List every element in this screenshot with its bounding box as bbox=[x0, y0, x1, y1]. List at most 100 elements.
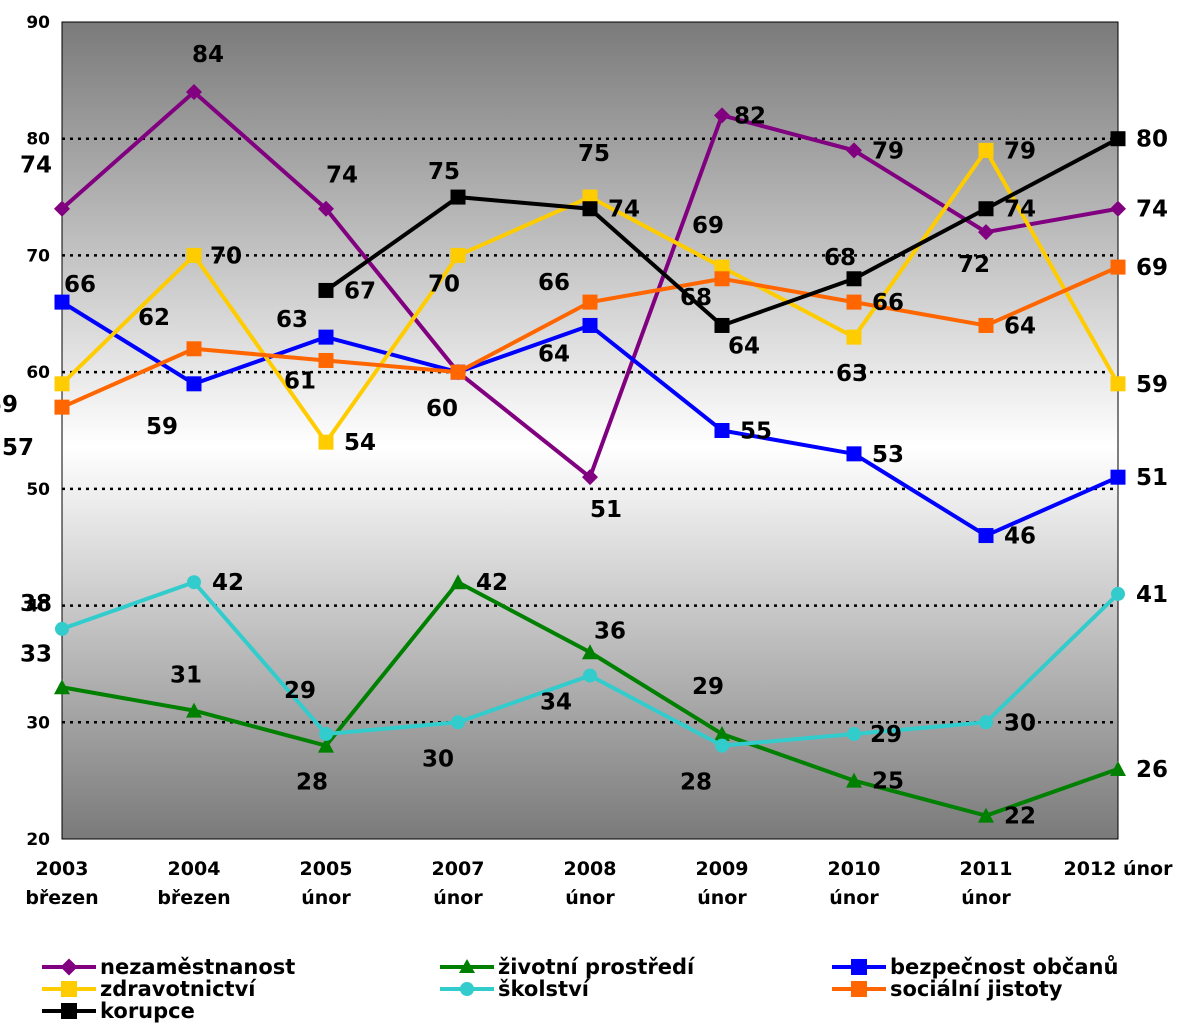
data-point bbox=[978, 807, 994, 823]
x-tick-label: 2003 bbox=[36, 858, 89, 880]
data-point bbox=[318, 737, 334, 753]
legend: nezaměstnanost životní prostředí bezpečn… bbox=[40, 956, 1170, 1022]
y-axis: 20 30 40 50 60 70 80 90 bbox=[26, 13, 50, 850]
data-point bbox=[319, 726, 333, 741]
data-point bbox=[978, 317, 994, 333]
data-label: 34 bbox=[540, 690, 572, 716]
data-point bbox=[582, 189, 598, 205]
data-label: 68 bbox=[824, 245, 856, 271]
data-label: 64 bbox=[728, 333, 760, 359]
series-5 bbox=[54, 259, 1126, 415]
data-point bbox=[582, 201, 598, 217]
y-tick-label: 90 bbox=[26, 13, 50, 33]
x-tick-label: 2010 bbox=[828, 858, 881, 880]
data-label: 69 bbox=[1136, 255, 1168, 281]
data-point bbox=[978, 142, 994, 158]
data-point bbox=[846, 142, 862, 159]
data-label: 62 bbox=[138, 305, 170, 331]
data-point bbox=[54, 399, 70, 415]
data-label: 74 bbox=[20, 153, 52, 179]
data-point bbox=[1110, 200, 1126, 217]
y-tick-label: 70 bbox=[26, 246, 50, 266]
data-point bbox=[450, 247, 466, 263]
data-point bbox=[186, 702, 202, 718]
data-label: 69 bbox=[692, 213, 724, 239]
x-tick-label-line2: březen bbox=[25, 887, 98, 909]
data-point bbox=[582, 644, 598, 660]
data-point bbox=[714, 317, 730, 333]
legend-item-skolstvi: školství bbox=[438, 978, 589, 1000]
data-point bbox=[1111, 586, 1125, 601]
data-label: 51 bbox=[590, 497, 622, 523]
legend-item-socialni-jistoty: sociální jistoty bbox=[830, 978, 1063, 1000]
data-point bbox=[714, 725, 730, 741]
x-tick-label: 2011 bbox=[960, 858, 1013, 880]
data-label: 31 bbox=[170, 663, 202, 689]
data-label: 42 bbox=[476, 570, 508, 596]
series-4 bbox=[55, 575, 1125, 753]
data-label: 66 bbox=[538, 270, 570, 296]
data-point bbox=[714, 259, 730, 275]
data-label: 38 bbox=[20, 591, 52, 617]
data-label: 74 bbox=[1136, 197, 1168, 223]
y-tick-label: 30 bbox=[26, 713, 50, 733]
data-label: 75 bbox=[578, 141, 610, 167]
y-tick-label: 40 bbox=[26, 597, 50, 617]
data-label: 75 bbox=[428, 159, 460, 185]
series-0 bbox=[54, 84, 1126, 486]
data-label: 30 bbox=[422, 746, 454, 772]
data-label: 64 bbox=[1004, 313, 1036, 339]
data-label: 66 bbox=[64, 272, 96, 298]
data-point bbox=[450, 574, 466, 590]
legend-item-nezamestnanost: nezaměstnanost bbox=[40, 956, 295, 978]
data-label: 59 bbox=[0, 392, 18, 418]
data-label: 63 bbox=[276, 307, 308, 333]
data-point bbox=[582, 469, 598, 486]
data-label: 41 bbox=[1136, 582, 1168, 608]
data-label: 29 bbox=[284, 678, 316, 704]
data-point bbox=[1110, 376, 1126, 392]
x-tick-label: 2009 bbox=[696, 858, 749, 880]
data-label: 70 bbox=[428, 271, 460, 297]
data-label: 79 bbox=[872, 138, 904, 164]
data-point bbox=[715, 738, 729, 753]
data-point bbox=[714, 107, 730, 124]
data-label: 53 bbox=[872, 442, 904, 468]
data-point bbox=[186, 376, 202, 392]
data-point bbox=[55, 621, 69, 636]
data-point bbox=[978, 224, 994, 241]
data-label: 26 bbox=[1136, 757, 1168, 783]
plot-area bbox=[61, 21, 1119, 840]
data-point bbox=[451, 715, 465, 730]
data-label: 25 bbox=[872, 769, 904, 795]
data-point bbox=[846, 772, 862, 788]
y-tick-label: 50 bbox=[26, 480, 50, 500]
data-point bbox=[186, 341, 202, 357]
data-label: 68 bbox=[680, 285, 712, 311]
legend-swatch bbox=[832, 981, 886, 997]
data-label: 51 bbox=[1136, 465, 1168, 491]
data-label: 33 bbox=[20, 641, 52, 667]
data-label: 61 bbox=[284, 368, 316, 394]
data-label: 74 bbox=[1004, 197, 1036, 223]
data-label: 57 bbox=[2, 435, 34, 461]
data-label: 67 bbox=[344, 278, 376, 304]
data-point bbox=[846, 294, 862, 310]
data-label: 64 bbox=[538, 341, 570, 367]
data-label: 54 bbox=[344, 430, 376, 456]
data-point bbox=[54, 294, 70, 310]
legend-swatch bbox=[42, 958, 96, 976]
data-label: 82 bbox=[734, 103, 766, 129]
data-point bbox=[582, 294, 598, 310]
data-point bbox=[978, 528, 994, 544]
legend-swatch bbox=[832, 959, 886, 975]
data-point bbox=[846, 329, 862, 345]
x-tick-label-line2: únor bbox=[961, 887, 1011, 909]
series-1 bbox=[54, 574, 1126, 823]
x-tick-label-line2: únor bbox=[697, 887, 747, 909]
legend-label: životní prostředí bbox=[498, 955, 695, 979]
data-label: 60 bbox=[426, 396, 458, 422]
data-point bbox=[979, 715, 993, 730]
data-label: 63 bbox=[836, 361, 868, 387]
